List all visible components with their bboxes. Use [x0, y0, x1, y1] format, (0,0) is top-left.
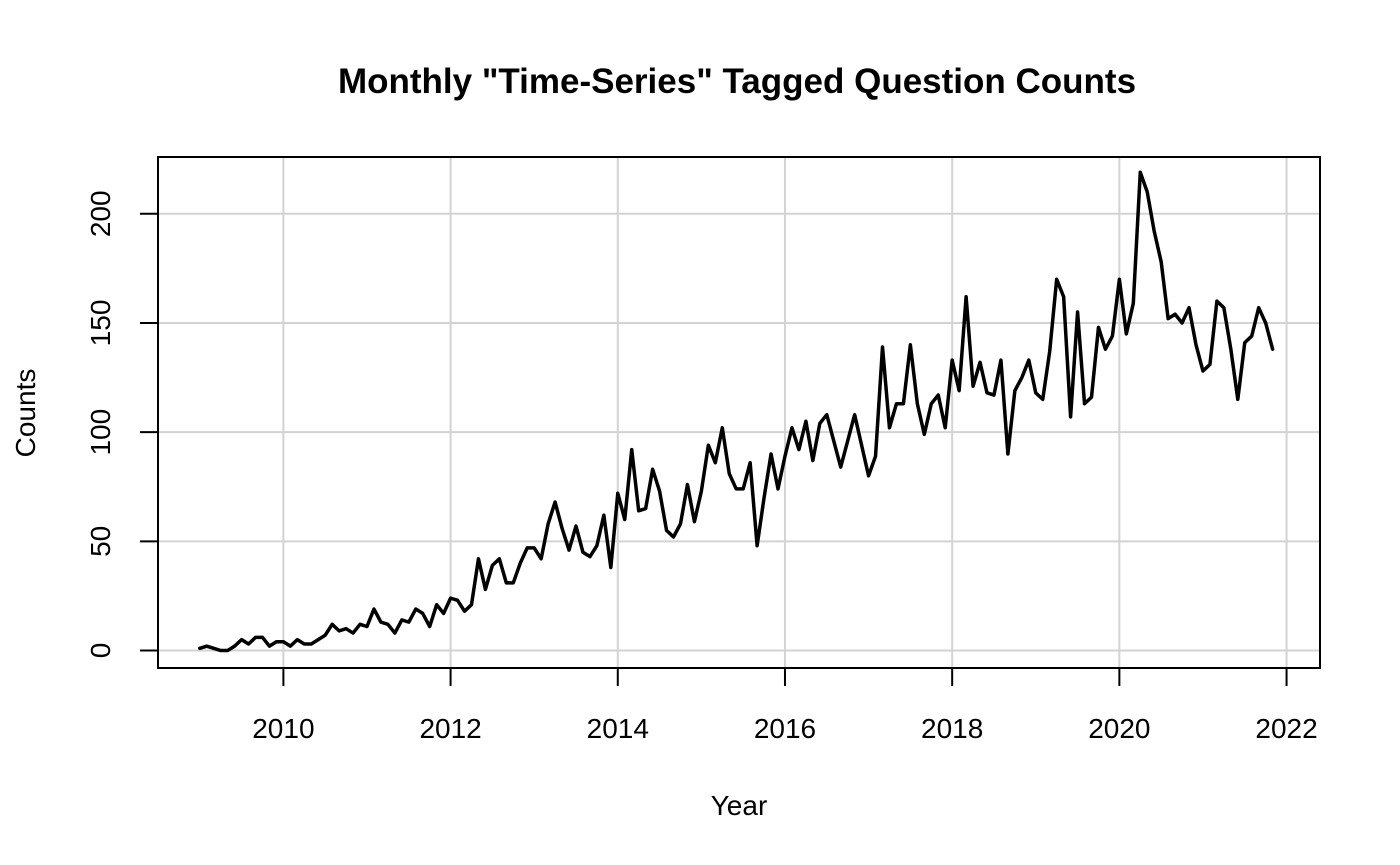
- x-axis-label: Year: [711, 790, 768, 821]
- x-tick-label: 2014: [587, 713, 649, 744]
- grid-lines: [158, 157, 1320, 668]
- x-tick-label: 2018: [921, 713, 983, 744]
- y-tick-label: 200: [85, 190, 116, 237]
- x-tick-label: 2010: [252, 713, 314, 744]
- y-tick-label: 150: [85, 300, 116, 347]
- y-tick-label: 0: [85, 643, 116, 659]
- y-tick-label: 100: [85, 409, 116, 456]
- y-axis-label: Counts: [10, 369, 41, 458]
- x-axis: 2010 2012 2014 2016 2018 2020 2022: [252, 667, 1318, 744]
- y-axis: 0 50 100 150 200: [85, 190, 159, 659]
- x-tick-label: 2012: [419, 713, 481, 744]
- x-tick-label: 2016: [754, 713, 816, 744]
- x-tick-label: 2022: [1255, 713, 1317, 744]
- x-tick-label: 2020: [1088, 713, 1150, 744]
- plot-frame: [157, 156, 1321, 669]
- chart-title: Monthly "Time-Series" Tagged Question Co…: [338, 62, 1136, 101]
- y-tick-label: 50: [85, 526, 116, 557]
- series-line: [198, 170, 1275, 653]
